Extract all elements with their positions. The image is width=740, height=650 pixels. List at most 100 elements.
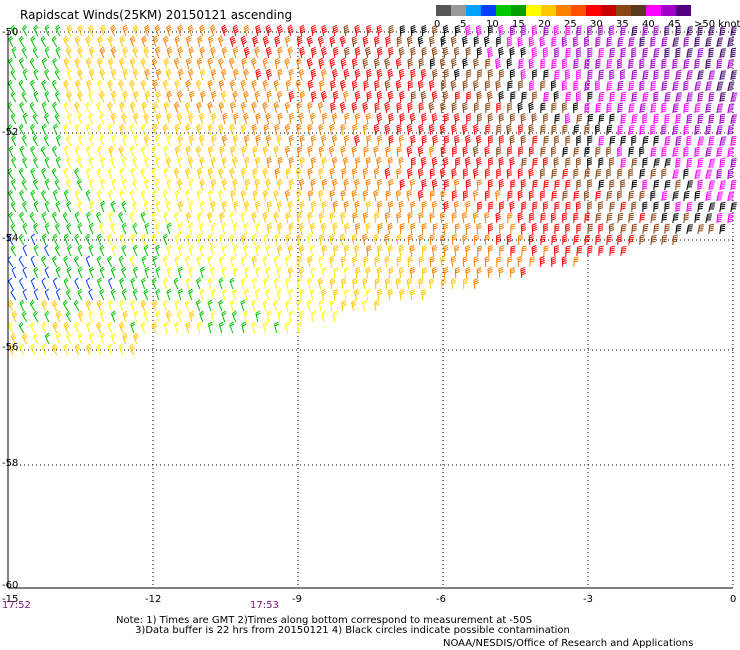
wind-barb bbox=[450, 79, 457, 92]
wind-barb bbox=[207, 167, 214, 180]
wind-barb-feather bbox=[631, 47, 637, 50]
wind-barb-feather bbox=[284, 101, 290, 105]
wind-barb bbox=[421, 47, 427, 59]
wind-barb bbox=[366, 90, 372, 103]
wind-barb-feather bbox=[219, 103, 224, 107]
wind-barb-feather bbox=[200, 92, 206, 96]
wind-barb-feather bbox=[322, 112, 327, 116]
wind-barb-feather bbox=[377, 160, 382, 164]
wind-barb-feather bbox=[665, 47, 670, 50]
wind-barb-feather bbox=[119, 147, 124, 152]
wind-barb bbox=[439, 57, 446, 70]
wind-barb-feather bbox=[554, 119, 560, 122]
wind-barb-feather bbox=[99, 90, 103, 95]
wind-barb-feather bbox=[621, 159, 626, 162]
wind-barb-feather bbox=[65, 83, 70, 87]
wind-barb-feather bbox=[273, 145, 278, 149]
wind-barb-feather bbox=[387, 156, 393, 160]
wind-barb-feather bbox=[484, 37, 490, 41]
wind-barb-feather bbox=[473, 83, 479, 87]
wind-barb-feather bbox=[190, 138, 195, 142]
wind-barb-feather bbox=[698, 93, 704, 96]
wind-barb bbox=[719, 92, 726, 103]
wind-barb-feather bbox=[165, 68, 170, 73]
wind-barb-feather bbox=[428, 101, 434, 105]
wind-barb-feather bbox=[111, 70, 116, 74]
wind-barb bbox=[716, 81, 724, 92]
wind-barb-feather bbox=[97, 169, 102, 174]
wind-barb-feather bbox=[175, 125, 180, 129]
wind-barb-feather bbox=[697, 55, 703, 58]
wind-barb-feather bbox=[543, 31, 549, 34]
wind-barb-feather bbox=[697, 165, 703, 168]
wind-barb-feather bbox=[8, 145, 13, 150]
wind-barb-feather bbox=[355, 94, 361, 98]
wind-barb bbox=[162, 123, 169, 136]
wind-barb-feather bbox=[408, 84, 413, 87]
wind-barb bbox=[232, 156, 238, 169]
wind-barb bbox=[343, 24, 350, 37]
wind-barb bbox=[454, 25, 461, 37]
wind-barb-feather bbox=[90, 72, 95, 76]
wind-barb bbox=[173, 57, 180, 70]
wind-barb bbox=[74, 145, 80, 158]
wind-barb-feather bbox=[643, 29, 648, 32]
wind-barb bbox=[29, 57, 36, 70]
wind-barb-feather bbox=[131, 83, 136, 87]
wind-barb-feather bbox=[574, 60, 579, 63]
wind-barb-feather bbox=[620, 75, 626, 78]
wind-barb-feather bbox=[220, 83, 225, 87]
wind-barb-feather bbox=[629, 82, 635, 85]
wind-barb-feather bbox=[398, 134, 404, 138]
wind-barb-feather bbox=[684, 128, 689, 131]
wind-barb-feather bbox=[588, 71, 593, 74]
wind-barb-feather bbox=[629, 42, 634, 45]
wind-barb-feather bbox=[620, 99, 626, 102]
wind-barb-feather bbox=[330, 59, 335, 63]
wind-barb-feather bbox=[554, 160, 559, 164]
wind-barb-feather bbox=[55, 46, 60, 51]
wind-barb-feather bbox=[410, 114, 415, 118]
wind-barb bbox=[133, 134, 139, 147]
wind-barb-feather bbox=[255, 26, 261, 30]
wind-barb-feather bbox=[355, 72, 361, 76]
wind-barb-feather bbox=[661, 154, 667, 157]
wind-barb-feather bbox=[661, 102, 667, 105]
wind-barb-feather bbox=[64, 81, 69, 86]
wind-barb bbox=[598, 113, 605, 125]
wind-barb-feather bbox=[566, 95, 571, 98]
wind-barb-feather bbox=[45, 92, 50, 97]
colorbar-swatch bbox=[556, 5, 571, 16]
wind-barb bbox=[310, 68, 317, 81]
wind-barb bbox=[207, 123, 214, 136]
wind-barb-feather bbox=[496, 83, 501, 87]
wind-barb-feather bbox=[631, 49, 637, 52]
wind-barb-feather bbox=[266, 68, 271, 72]
wind-barb bbox=[265, 68, 273, 81]
wind-barb-feather bbox=[584, 66, 590, 69]
wind-barb-feather bbox=[33, 24, 38, 29]
wind-barb-feather bbox=[621, 91, 627, 94]
wind-barb-feather bbox=[421, 156, 426, 160]
wind-barb-feather bbox=[197, 35, 202, 39]
wind-barb-feather bbox=[164, 103, 169, 107]
wind-barb bbox=[328, 145, 335, 158]
wind-barb-feather bbox=[642, 119, 648, 122]
wind-barb-feather bbox=[223, 114, 228, 118]
wind-barb bbox=[617, 80, 624, 92]
wind-barb-feather bbox=[607, 82, 613, 85]
wind-barb bbox=[708, 70, 716, 81]
wind-barb-feather bbox=[344, 30, 350, 34]
wind-barb bbox=[576, 113, 583, 125]
wind-barb-feather bbox=[421, 70, 426, 74]
wind-barb bbox=[165, 156, 172, 169]
wind-barb-feather bbox=[321, 68, 326, 72]
wind-barb bbox=[451, 57, 457, 70]
wind-barb-feather bbox=[140, 167, 145, 172]
wind-barb-feather bbox=[565, 139, 571, 142]
wind-barb bbox=[88, 156, 94, 169]
wind-barb bbox=[606, 36, 612, 48]
wind-barb-feather bbox=[595, 148, 601, 151]
wind-barb bbox=[174, 35, 181, 48]
wind-barb bbox=[217, 57, 224, 70]
